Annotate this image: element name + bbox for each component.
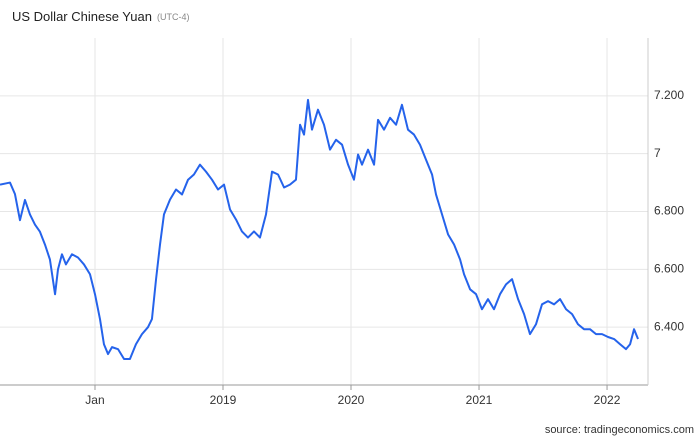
subtitle: (UTC-4) <box>157 12 190 22</box>
x-tick-label: 2021 <box>466 393 493 407</box>
title: US Dollar Chinese Yuan <box>12 9 152 24</box>
line-series <box>0 98 639 360</box>
y-tick-label: 6.400 <box>654 319 684 333</box>
x-tick-label: 2022 <box>594 393 621 407</box>
x-tick-label: Jan <box>85 393 104 407</box>
y-tick-label: 6.600 <box>654 262 684 276</box>
x-tick-label: 2019 <box>210 393 237 407</box>
chart-title: US Dollar Chinese Yuan (UTC-4) <box>12 9 189 24</box>
y-tick-label: 6.800 <box>654 204 684 218</box>
source: source: tradingeconomics.com <box>545 424 694 436</box>
y-tick-label: 7 <box>654 146 661 160</box>
x-tick-label: 2020 <box>338 393 365 407</box>
y-tick-label: 7.200 <box>654 88 684 102</box>
